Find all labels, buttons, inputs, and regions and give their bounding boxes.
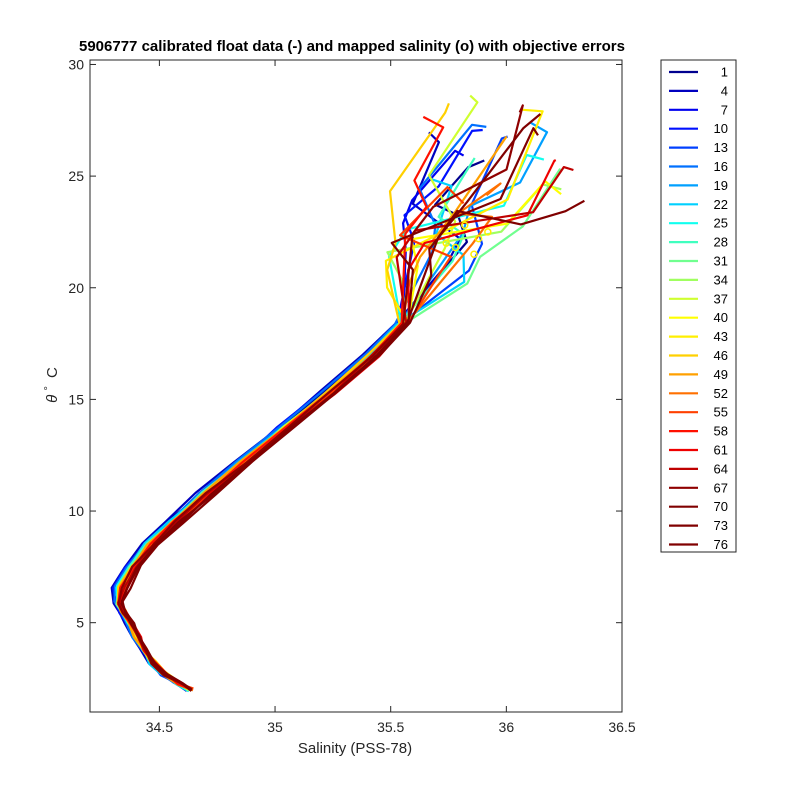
legend-label-31: 31 <box>714 254 728 269</box>
series-line-76 <box>120 113 542 692</box>
mapped-point <box>474 234 483 243</box>
svg-text:θ ° C: θ ° C <box>39 367 61 403</box>
mapped-salinity-points <box>442 221 492 259</box>
x-tick-label: 35.5 <box>377 719 404 735</box>
x-tick-label: 34.5 <box>146 719 173 735</box>
x-axis-label: Salinity (PSS-78) <box>298 740 412 757</box>
legend-label-43: 43 <box>714 329 728 344</box>
series-lines <box>110 94 585 693</box>
legend-label-40: 40 <box>714 310 728 325</box>
y-tick-label: 10 <box>68 503 84 519</box>
legend-label-13: 13 <box>714 140 728 155</box>
legend-entries: 1 4 7 10 13 16 19 22 25 28 31 34 37 40 43 46 49 52 55 58 61 6… <box>669 65 728 552</box>
axes-frame <box>89 59 623 713</box>
legend-label-1: 1 <box>721 65 728 80</box>
y-axis-label-degree: ° <box>43 386 55 390</box>
legend-label-10: 10 <box>714 121 728 136</box>
x-tick-label: 36.5 <box>608 719 635 735</box>
y-tick-label: 15 <box>68 391 84 407</box>
legend-label-34: 34 <box>714 272 728 287</box>
legend-label-28: 28 <box>714 235 728 250</box>
legend-label-61: 61 <box>714 443 728 458</box>
legend-label-19: 19 <box>714 178 728 193</box>
y-tick-label: 30 <box>68 56 84 72</box>
legend-label-22: 22 <box>714 197 728 212</box>
legend-label-46: 46 <box>714 348 728 363</box>
legend: 1 4 7 10 13 16 19 22 25 28 31 34 37 40 43 46 49 52 55 58 61 6… <box>660 59 737 553</box>
x-tick-label: 36 <box>499 719 515 735</box>
legend-label-16: 16 <box>714 159 728 174</box>
legend-label-52: 52 <box>714 386 728 401</box>
legend-label-37: 37 <box>714 291 728 306</box>
y-axis-label-symbol: θ <box>44 395 61 403</box>
legend-label-55: 55 <box>714 405 728 420</box>
legend-label-25: 25 <box>714 216 728 231</box>
y-tick-label: 20 <box>68 280 84 296</box>
x-axis-ticks: 34.5 35 35.5 36 36.5 <box>146 60 636 735</box>
legend-label-70: 70 <box>714 499 728 514</box>
mapped-point <box>451 243 460 252</box>
mapped-point <box>460 221 469 229</box>
y-axis-label-unit: C <box>44 367 61 378</box>
mapped-point <box>470 250 478 259</box>
x-tick-label: 35 <box>267 719 283 735</box>
mapped-point <box>442 239 450 247</box>
legend-label-4: 4 <box>721 83 728 98</box>
chart-title: 5906777 calibrated float data (-) and ma… <box>79 38 625 55</box>
axes-box <box>90 60 622 712</box>
mapped-point <box>484 228 492 236</box>
legend-label-64: 64 <box>714 461 728 476</box>
y-axis-ticks: 5 10 15 20 25 30 <box>68 56 622 631</box>
y-axis-label: θ ° C <box>39 367 61 403</box>
legend-label-67: 67 <box>714 480 728 495</box>
legend-label-7: 7 <box>721 102 728 117</box>
y-tick-label: 5 <box>76 615 84 631</box>
legend-label-58: 58 <box>714 424 728 439</box>
plot-area: 34.5 35 35.5 36 36.5 5 10 15 20 25 30 <box>68 56 635 735</box>
y-tick-label: 25 <box>68 168 84 184</box>
legend-label-73: 73 <box>714 518 728 533</box>
legend-label-49: 49 <box>714 367 728 382</box>
legend-label-76: 76 <box>714 537 728 552</box>
